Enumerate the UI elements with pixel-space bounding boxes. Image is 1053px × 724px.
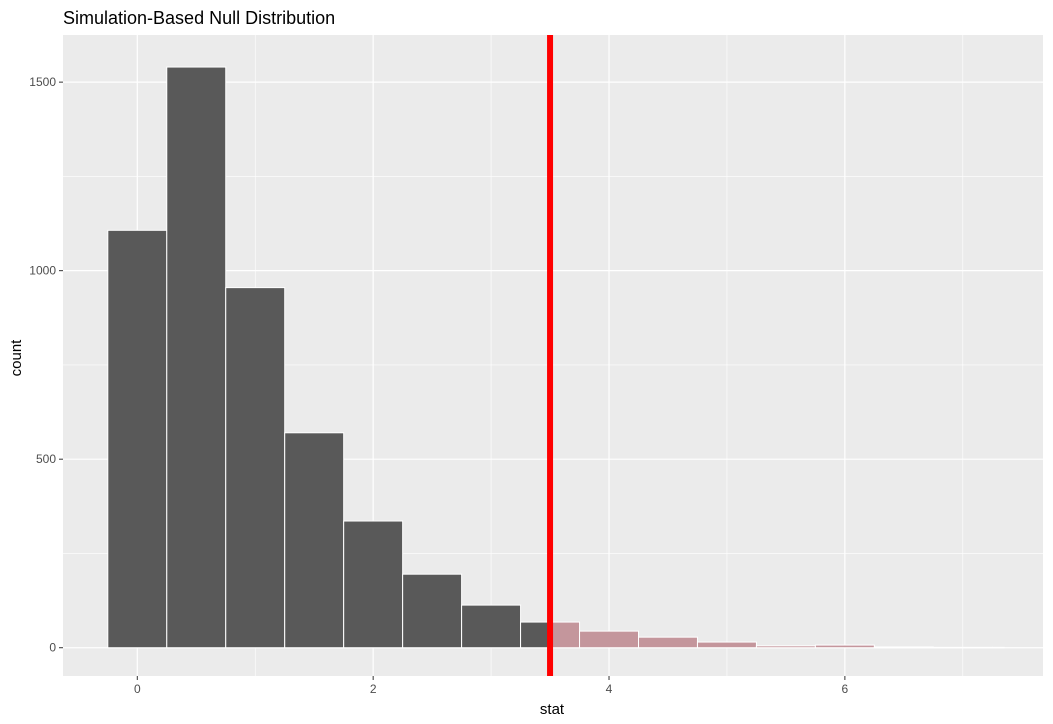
x-tick-label: 4 [606,682,613,696]
histogram-bar [402,573,463,649]
histogram-bar [225,287,286,649]
histogram-bar-shaded [549,621,581,649]
histogram-bar [520,621,551,649]
x-axis-ticks: 0 2 4 6 [134,676,849,696]
histogram-bar [107,229,168,649]
histogram-bar [461,604,522,649]
chart-title: Simulation-Based Null Distribution [63,8,335,28]
histogram-bar-shaded [579,630,639,649]
x-tick-label: 6 [842,682,849,696]
y-tick-label: 0 [49,641,56,655]
histogram-bar-shaded [755,645,816,649]
y-tick-label: 500 [36,452,56,466]
x-tick-label: 0 [134,682,141,696]
histogram-bar [284,432,345,649]
y-tick-label: 1500 [29,75,56,89]
y-axis-title: count [8,339,25,377]
histogram-bar [343,520,404,649]
histogram-bar [166,66,227,649]
histogram-bar-shaded [696,641,757,649]
histogram-bar-shaded [873,646,934,649]
histogram-bar-shaded [814,644,875,649]
y-axis-ticks: 0 500 1000 1500 [29,75,63,655]
histogram-bars [107,66,1005,649]
x-tick-label: 2 [370,682,377,696]
x-axis-title: stat [540,701,565,718]
y-tick-label: 1000 [29,264,56,278]
histogram-bar-shaded [637,636,698,649]
